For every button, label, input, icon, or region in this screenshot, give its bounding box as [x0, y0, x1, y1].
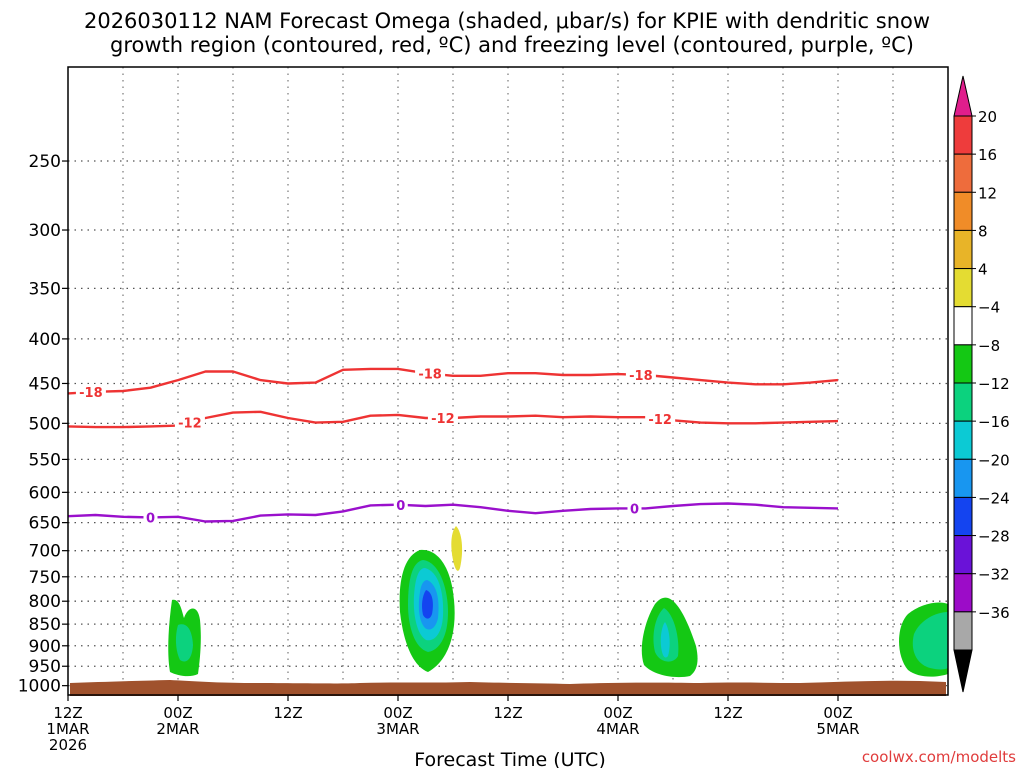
contour-label-2-0: 0: [146, 511, 155, 526]
credit-text: coolwx.com/modelts: [862, 748, 1016, 766]
x-tick-label-72-0: 12Z: [713, 704, 742, 722]
y-tick-label-550: 550: [29, 450, 61, 470]
colorbar-swatch-6: [953, 344, 973, 384]
x-tick-label-24-0: 12Z: [273, 704, 302, 722]
contour-label-bg-0-1: [415, 365, 446, 381]
colorbar-swatch-5: [953, 306, 973, 346]
colorbar-swatch-4: [953, 268, 973, 308]
colorbar-label-1: 16: [978, 146, 997, 164]
colorbar-swatch-3: [953, 229, 973, 270]
x-tick-label-0-0: 12Z: [53, 704, 82, 722]
colorbar-swatch-2: [953, 191, 973, 231]
colorbar-label-8: −16: [978, 413, 1010, 431]
terrain-surface: [70, 680, 946, 696]
x-tick-label-0-2: 2026: [49, 736, 87, 754]
colorbar-label-10: −24: [978, 489, 1010, 507]
colorbar-bottom-arrow: [953, 649, 973, 693]
colorbar-label-7: −12: [978, 375, 1010, 393]
omega-region-4mar-cyan: [660, 622, 670, 658]
contour-label-bg-2-1: [393, 496, 408, 512]
colorbar-label-0: 20: [978, 108, 997, 126]
x-tick-label-36-0: 00Z: [383, 704, 412, 722]
contour-label-0-1: -18: [418, 368, 442, 383]
colorbar-swatch-13: [953, 611, 973, 651]
contour-label-bg-1-0: [174, 414, 205, 430]
y-tick-label-700: 700: [29, 542, 61, 562]
contour-lines: -18 -18 -18 -12 -12 -12 0 0 0: [67, 365, 839, 526]
y-tick-label-650: 650: [29, 514, 61, 534]
y-tick-label-350: 350: [29, 279, 61, 299]
x-tick-label-12-0: 00Z: [163, 704, 192, 722]
contour-line-0: [67, 367, 839, 395]
colorbar-label-2: 12: [978, 184, 997, 202]
contour-label-bg-2-2: [627, 500, 642, 516]
x-tick-label-36-1: 3MAR: [376, 720, 419, 738]
colorbar-top-arrow: [953, 75, 973, 117]
contour-label-1-2: -12: [648, 413, 672, 428]
x-tick-label-48-0: 12Z: [493, 704, 522, 722]
x-tick-label-12-1: 2MAR: [156, 720, 199, 738]
contour-label-1-1: -12: [431, 412, 455, 427]
contour-label-2-2: 0: [630, 502, 639, 517]
y-tick-label-400: 400: [29, 330, 61, 350]
contour-label-bg-0-0: [75, 384, 106, 400]
omega-shading: [168, 526, 948, 678]
contour-label-1-0: -12: [178, 416, 202, 431]
colorbar-swatch-7: [953, 382, 973, 422]
x-tick-label-60-1: 4MAR: [596, 720, 639, 738]
omega-region-3mar-deepblue: [422, 590, 433, 619]
x-tick-label-0-1: 1MAR: [46, 720, 89, 738]
y-tick-label-450: 450: [29, 374, 61, 394]
colorbar-swatch-10: [953, 496, 973, 537]
contour-label-2-1: 0: [396, 499, 405, 514]
colorbar-label-6: −8: [978, 337, 1000, 355]
omega-region-2mar-teal: [175, 624, 193, 662]
y-tick-label-850: 850: [29, 615, 61, 635]
colorbar-label-4: 4: [978, 261, 988, 279]
y-tick-label-250: 250: [29, 152, 61, 172]
colorbar-label-5: −4: [978, 299, 1000, 317]
contour-label-0-2: -18: [629, 369, 653, 384]
chart-title-line1: 2026030112 NAM Forecast Omega (shaded, μ…: [84, 9, 930, 33]
omega-region-3mar-sinking: [451, 526, 463, 571]
colorbar-swatch-1: [953, 153, 973, 193]
grid-lines: [68, 67, 948, 695]
contour-label-bg-1-2: [645, 410, 676, 426]
colorbar-swatch-11: [953, 535, 973, 575]
colorbar-label-9: −20: [978, 451, 1010, 469]
x-tick-label-84-0: 00Z: [823, 704, 852, 722]
colorbar-legend: 20 16 12 8 4 −4 −8 −12 −16 −20 −24 −28 −32 −36: [953, 75, 1010, 693]
colorbar-label-11: −28: [978, 528, 1010, 546]
y-tick-label-1000: 1000: [18, 677, 61, 697]
contour-label-bg-2-0: [143, 509, 158, 525]
y-tick-label-750: 750: [29, 568, 61, 588]
y-axis: 2503003504004505005506006507007508008509…: [18, 152, 68, 697]
contour-label-0-0: -18: [79, 386, 103, 401]
y-tick-label-900: 900: [29, 637, 61, 657]
y-tick-label-950: 950: [29, 657, 61, 677]
y-tick-label-300: 300: [29, 221, 61, 241]
plot-area: -18 -18 -18 -12 -12 -12 0 0 0: [67, 66, 949, 696]
colorbar-label-12: −32: [978, 566, 1010, 584]
contour-label-bg-0-2: [625, 366, 656, 382]
colorbar-swatch-0: [953, 115, 973, 155]
omega-region-5mar-teal: [912, 612, 948, 670]
y-tick-label-500: 500: [29, 414, 61, 434]
x-axis-label: Forecast Time (UTC): [414, 749, 605, 768]
chart-title-line2: growth region (contoured, red, ºC) and f…: [110, 33, 914, 57]
y-tick-label-800: 800: [29, 592, 61, 612]
colorbar-label-13: −36: [978, 604, 1010, 622]
colorbar-label-3: 8: [978, 222, 988, 240]
colorbar-swatch-12: [953, 573, 973, 613]
colorbar-swatch-9: [953, 458, 973, 498]
contour-label-bg-1-1: [427, 410, 458, 426]
contour-line-2: [67, 502, 839, 523]
x-tick-label-84-1: 5MAR: [816, 720, 859, 738]
x-tick-label-60-0: 00Z: [603, 704, 632, 722]
y-tick-label-600: 600: [29, 483, 61, 503]
colorbar-swatch-8: [953, 420, 973, 460]
